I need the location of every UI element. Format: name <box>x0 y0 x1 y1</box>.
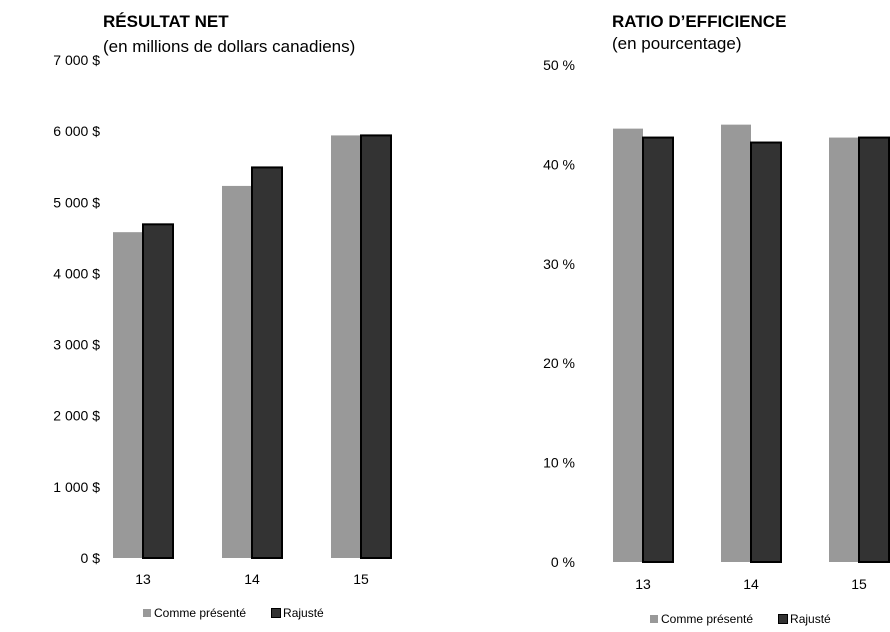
x-category-label: 13 <box>135 571 151 587</box>
bar-rajuste-13 <box>642 136 674 563</box>
y-tick-label: 10 % <box>543 455 575 471</box>
legend-label-comme-presente: Comme présenté <box>661 612 754 626</box>
bar-rajuste-13 <box>142 223 174 559</box>
legend-label-comme-presente: Comme présenté <box>154 606 247 620</box>
net-income-chart: RÉSULTAT NET (en millions de dollars can… <box>53 12 392 620</box>
y-tick-label: 7 000 $ <box>53 52 100 68</box>
legend-swatch-rajuste <box>778 614 789 624</box>
y-tick-label: 40 % <box>543 156 575 172</box>
chart-legend: Comme présenté Rajusté <box>143 606 324 620</box>
chart-subtitle: (en pourcentage) <box>612 34 742 53</box>
chart-legend: Comme présenté Rajusté <box>650 612 831 626</box>
bar-comme-presente-13 <box>613 128 643 562</box>
bar-comme-presente-13 <box>113 232 143 558</box>
y-tick-label: 50 % <box>543 57 575 73</box>
legend-label-rajuste: Rajusté <box>283 606 324 620</box>
y-tick-label: 2 000 $ <box>53 408 100 424</box>
legend-item-rajuste: Rajusté <box>778 612 831 626</box>
chart-title: RATIO D’EFFICIENCE <box>612 12 787 31</box>
x-category-label: 13 <box>635 576 651 592</box>
x-category-label: 15 <box>851 576 867 592</box>
legend-swatch-comme-presente <box>143 609 151 617</box>
bar-rajuste-14 <box>251 166 283 559</box>
legend-item-rajuste: Rajusté <box>271 606 324 620</box>
y-tick-label: 4 000 $ <box>53 265 100 281</box>
legend-item-comme-presente: Comme présenté <box>143 606 246 620</box>
bar-comme-presente-14 <box>222 185 252 558</box>
legend-swatch-comme-presente <box>650 615 658 623</box>
bar-rajuste-15 <box>858 136 890 563</box>
y-tick-label: 20 % <box>543 355 575 371</box>
legend-swatch-rajuste <box>271 608 282 618</box>
chart-subtitle: (en millions de dollars canadiens) <box>103 37 356 56</box>
bar-rajuste-14 <box>750 141 782 563</box>
bar-rajuste-15 <box>360 134 392 559</box>
x-category-label: 14 <box>743 576 759 592</box>
legend-label-rajuste: Rajusté <box>790 612 831 626</box>
chart-title: RÉSULTAT NET <box>103 12 229 31</box>
efficiency-ratio-chart: RATIO D’EFFICIENCE (en pourcentage) 0 % 1… <box>445 0 890 632</box>
efficiency-ratio-plot: 0 % 10 % 20 % 30 % 40 % 50 % 13 14 15 <box>543 57 890 592</box>
bar-comme-presente-14 <box>721 124 751 562</box>
x-category-label: 15 <box>353 571 369 587</box>
y-tick-label: 1 000 $ <box>53 479 100 495</box>
y-tick-label: 0 $ <box>81 550 101 566</box>
y-tick-label: 6 000 $ <box>53 123 100 139</box>
net-income-plot: 0 $ 1 000 $ 2 000 $ 3 000 $ 4 000 $ 5 000 $ 6 … <box>53 52 392 587</box>
x-category-label: 14 <box>244 571 260 587</box>
bar-comme-presente-15 <box>829 137 859 562</box>
y-tick-label: 0 % <box>551 554 575 570</box>
y-tick-label: 5 000 $ <box>53 194 100 210</box>
y-tick-label: 30 % <box>543 256 575 272</box>
y-tick-label: 3 000 $ <box>53 337 100 353</box>
bar-comme-presente-15 <box>331 135 361 558</box>
legend-item-comme-presente: Comme présenté <box>650 612 753 626</box>
